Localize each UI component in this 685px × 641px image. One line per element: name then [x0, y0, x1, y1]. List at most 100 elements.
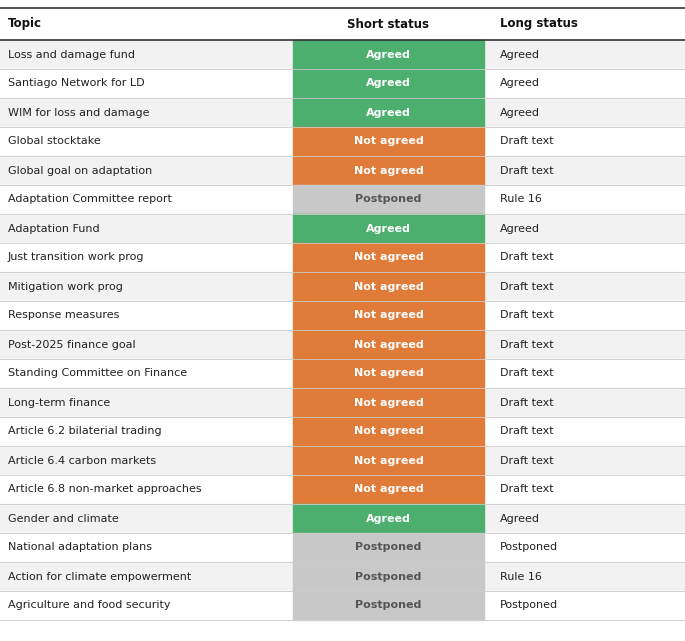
Bar — [293, 272, 484, 301]
Text: WIM for loss and damage: WIM for loss and damage — [8, 108, 149, 117]
Text: Agreed: Agreed — [500, 224, 540, 233]
Text: Long-term finance: Long-term finance — [8, 397, 110, 408]
Text: Agreed: Agreed — [500, 108, 540, 117]
Bar — [293, 388, 484, 417]
Bar — [0, 243, 685, 272]
Text: Agriculture and food security: Agriculture and food security — [8, 601, 171, 610]
Text: Not agreed: Not agreed — [353, 426, 423, 437]
Text: Agreed: Agreed — [366, 108, 411, 117]
Bar — [0, 156, 685, 185]
Bar — [0, 330, 685, 359]
Bar — [0, 272, 685, 301]
Bar — [0, 562, 685, 591]
Text: Response measures: Response measures — [8, 310, 119, 320]
Bar — [293, 156, 484, 185]
Bar — [293, 591, 484, 620]
Bar — [293, 40, 484, 69]
Text: Not agreed: Not agreed — [353, 397, 423, 408]
Text: Loss and damage fund: Loss and damage fund — [8, 49, 135, 60]
Bar — [293, 417, 484, 446]
Bar — [0, 40, 685, 69]
Text: Postponed: Postponed — [356, 572, 421, 581]
Text: Agreed: Agreed — [500, 78, 540, 88]
Bar — [293, 446, 484, 475]
Bar — [293, 127, 484, 156]
Text: Draft text: Draft text — [500, 485, 553, 494]
Text: Draft text: Draft text — [500, 456, 553, 465]
Text: Not agreed: Not agreed — [353, 310, 423, 320]
Text: Draft text: Draft text — [500, 165, 553, 176]
Bar — [293, 69, 484, 98]
Text: Rule 16: Rule 16 — [500, 572, 542, 581]
Bar — [0, 446, 685, 475]
Text: Article 6.4 carbon markets: Article 6.4 carbon markets — [8, 456, 156, 465]
Text: Standing Committee on Finance: Standing Committee on Finance — [8, 369, 187, 378]
Text: Not agreed: Not agreed — [353, 165, 423, 176]
Bar — [293, 185, 484, 214]
Bar — [0, 69, 685, 98]
Text: Action for climate empowerment: Action for climate empowerment — [8, 572, 191, 581]
Text: Adaptation Committee report: Adaptation Committee report — [8, 194, 172, 204]
Bar — [0, 533, 685, 562]
Bar — [0, 388, 685, 417]
Bar — [0, 417, 685, 446]
Text: Long status: Long status — [500, 17, 577, 31]
Text: Agreed: Agreed — [366, 49, 411, 60]
Text: Agreed: Agreed — [366, 513, 411, 524]
Bar — [293, 301, 484, 330]
Text: Agreed: Agreed — [500, 49, 540, 60]
Bar — [293, 98, 484, 127]
Text: Draft text: Draft text — [500, 369, 553, 378]
Text: Not agreed: Not agreed — [353, 253, 423, 263]
Bar — [293, 533, 484, 562]
Text: Not agreed: Not agreed — [353, 137, 423, 147]
Text: Not agreed: Not agreed — [353, 340, 423, 349]
Text: Postponed: Postponed — [500, 601, 558, 610]
Text: Adaptation Fund: Adaptation Fund — [8, 224, 99, 233]
Bar — [293, 330, 484, 359]
Bar — [293, 359, 484, 388]
Text: Post-2025 finance goal: Post-2025 finance goal — [8, 340, 136, 349]
Bar — [0, 504, 685, 533]
Bar — [293, 214, 484, 243]
Bar — [0, 591, 685, 620]
Text: Draft text: Draft text — [500, 137, 553, 147]
Text: Not agreed: Not agreed — [353, 485, 423, 494]
Text: Not agreed: Not agreed — [353, 456, 423, 465]
Text: Draft text: Draft text — [500, 281, 553, 292]
Bar — [0, 214, 685, 243]
Bar — [0, 475, 685, 504]
Bar — [0, 98, 685, 127]
Bar — [293, 475, 484, 504]
Text: Not agreed: Not agreed — [353, 281, 423, 292]
Bar — [293, 562, 484, 591]
Text: National adaptation plans: National adaptation plans — [8, 542, 152, 553]
Text: Draft text: Draft text — [500, 310, 553, 320]
Text: Short status: Short status — [347, 17, 429, 31]
Bar — [0, 301, 685, 330]
Text: Draft text: Draft text — [500, 340, 553, 349]
Bar — [293, 504, 484, 533]
Text: Postponed: Postponed — [356, 601, 421, 610]
Text: Agreed: Agreed — [366, 78, 411, 88]
Text: Postponed: Postponed — [356, 542, 421, 553]
Text: Global stocktake: Global stocktake — [8, 137, 101, 147]
Text: Postponed: Postponed — [356, 194, 421, 204]
Text: Article 6.8 non-market approaches: Article 6.8 non-market approaches — [8, 485, 201, 494]
Text: Gender and climate: Gender and climate — [8, 513, 119, 524]
Text: Agreed: Agreed — [366, 224, 411, 233]
Text: Article 6.2 bilaterial trading: Article 6.2 bilaterial trading — [8, 426, 162, 437]
Text: Draft text: Draft text — [500, 397, 553, 408]
Text: Mitigation work prog: Mitigation work prog — [8, 281, 123, 292]
Bar — [0, 185, 685, 214]
Text: Santiago Network for LD: Santiago Network for LD — [8, 78, 145, 88]
Text: Topic: Topic — [8, 17, 42, 31]
Text: Draft text: Draft text — [500, 426, 553, 437]
Text: Global goal on adaptation: Global goal on adaptation — [8, 165, 152, 176]
Bar — [0, 127, 685, 156]
Text: Agreed: Agreed — [500, 513, 540, 524]
Bar — [293, 243, 484, 272]
Text: Not agreed: Not agreed — [353, 369, 423, 378]
Text: Draft text: Draft text — [500, 253, 553, 263]
Text: Rule 16: Rule 16 — [500, 194, 542, 204]
